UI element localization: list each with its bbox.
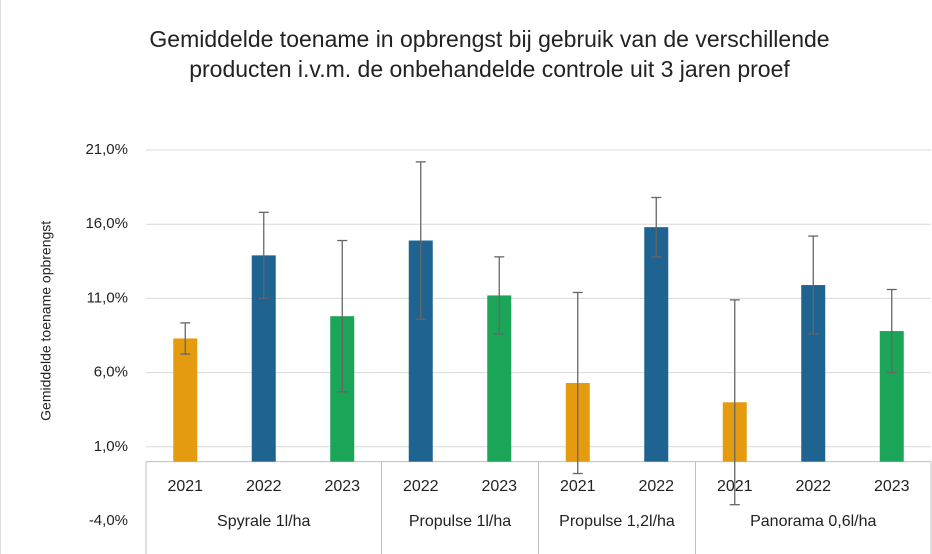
y-tick-label: 16,0% — [85, 215, 128, 232]
x-tick-label: 2021 — [167, 478, 203, 495]
bar — [173, 338, 198, 462]
x-tick-label: 2023 — [481, 478, 517, 495]
chart-title: Gemiddelde toename in opbrengst bij gebr… — [149, 26, 830, 82]
y-tick-label: 1,0% — [94, 438, 128, 455]
y-tick-label: 11,0% — [87, 289, 128, 306]
y-axis-label: Gemiddelde toename opbrengst — [38, 221, 54, 421]
y-tick-label: 21,0% — [85, 141, 128, 158]
x-tick-label: 2023 — [874, 478, 910, 495]
y-tick-label: 6,0% — [94, 364, 128, 381]
x-tick-label: 2021 — [560, 478, 596, 495]
x-tick-label: 2023 — [324, 478, 360, 495]
group-label: Panorama 0,6l/ha — [750, 513, 877, 530]
x-tick-label: 2022 — [246, 478, 282, 495]
x-tick-label: 2022 — [638, 478, 674, 495]
y-tick-label: -4,0% — [89, 512, 128, 529]
group-label: Propulse 1l/ha — [408, 513, 512, 530]
x-tick-label: 2021 — [717, 478, 753, 495]
x-tick-label: 2022 — [795, 478, 831, 495]
x-tick-label: 2022 — [403, 478, 439, 495]
group-label: Propulse 1,2l/ha — [559, 513, 675, 530]
group-label: Spyrale 1l/ha — [217, 513, 311, 530]
bar — [644, 227, 669, 462]
